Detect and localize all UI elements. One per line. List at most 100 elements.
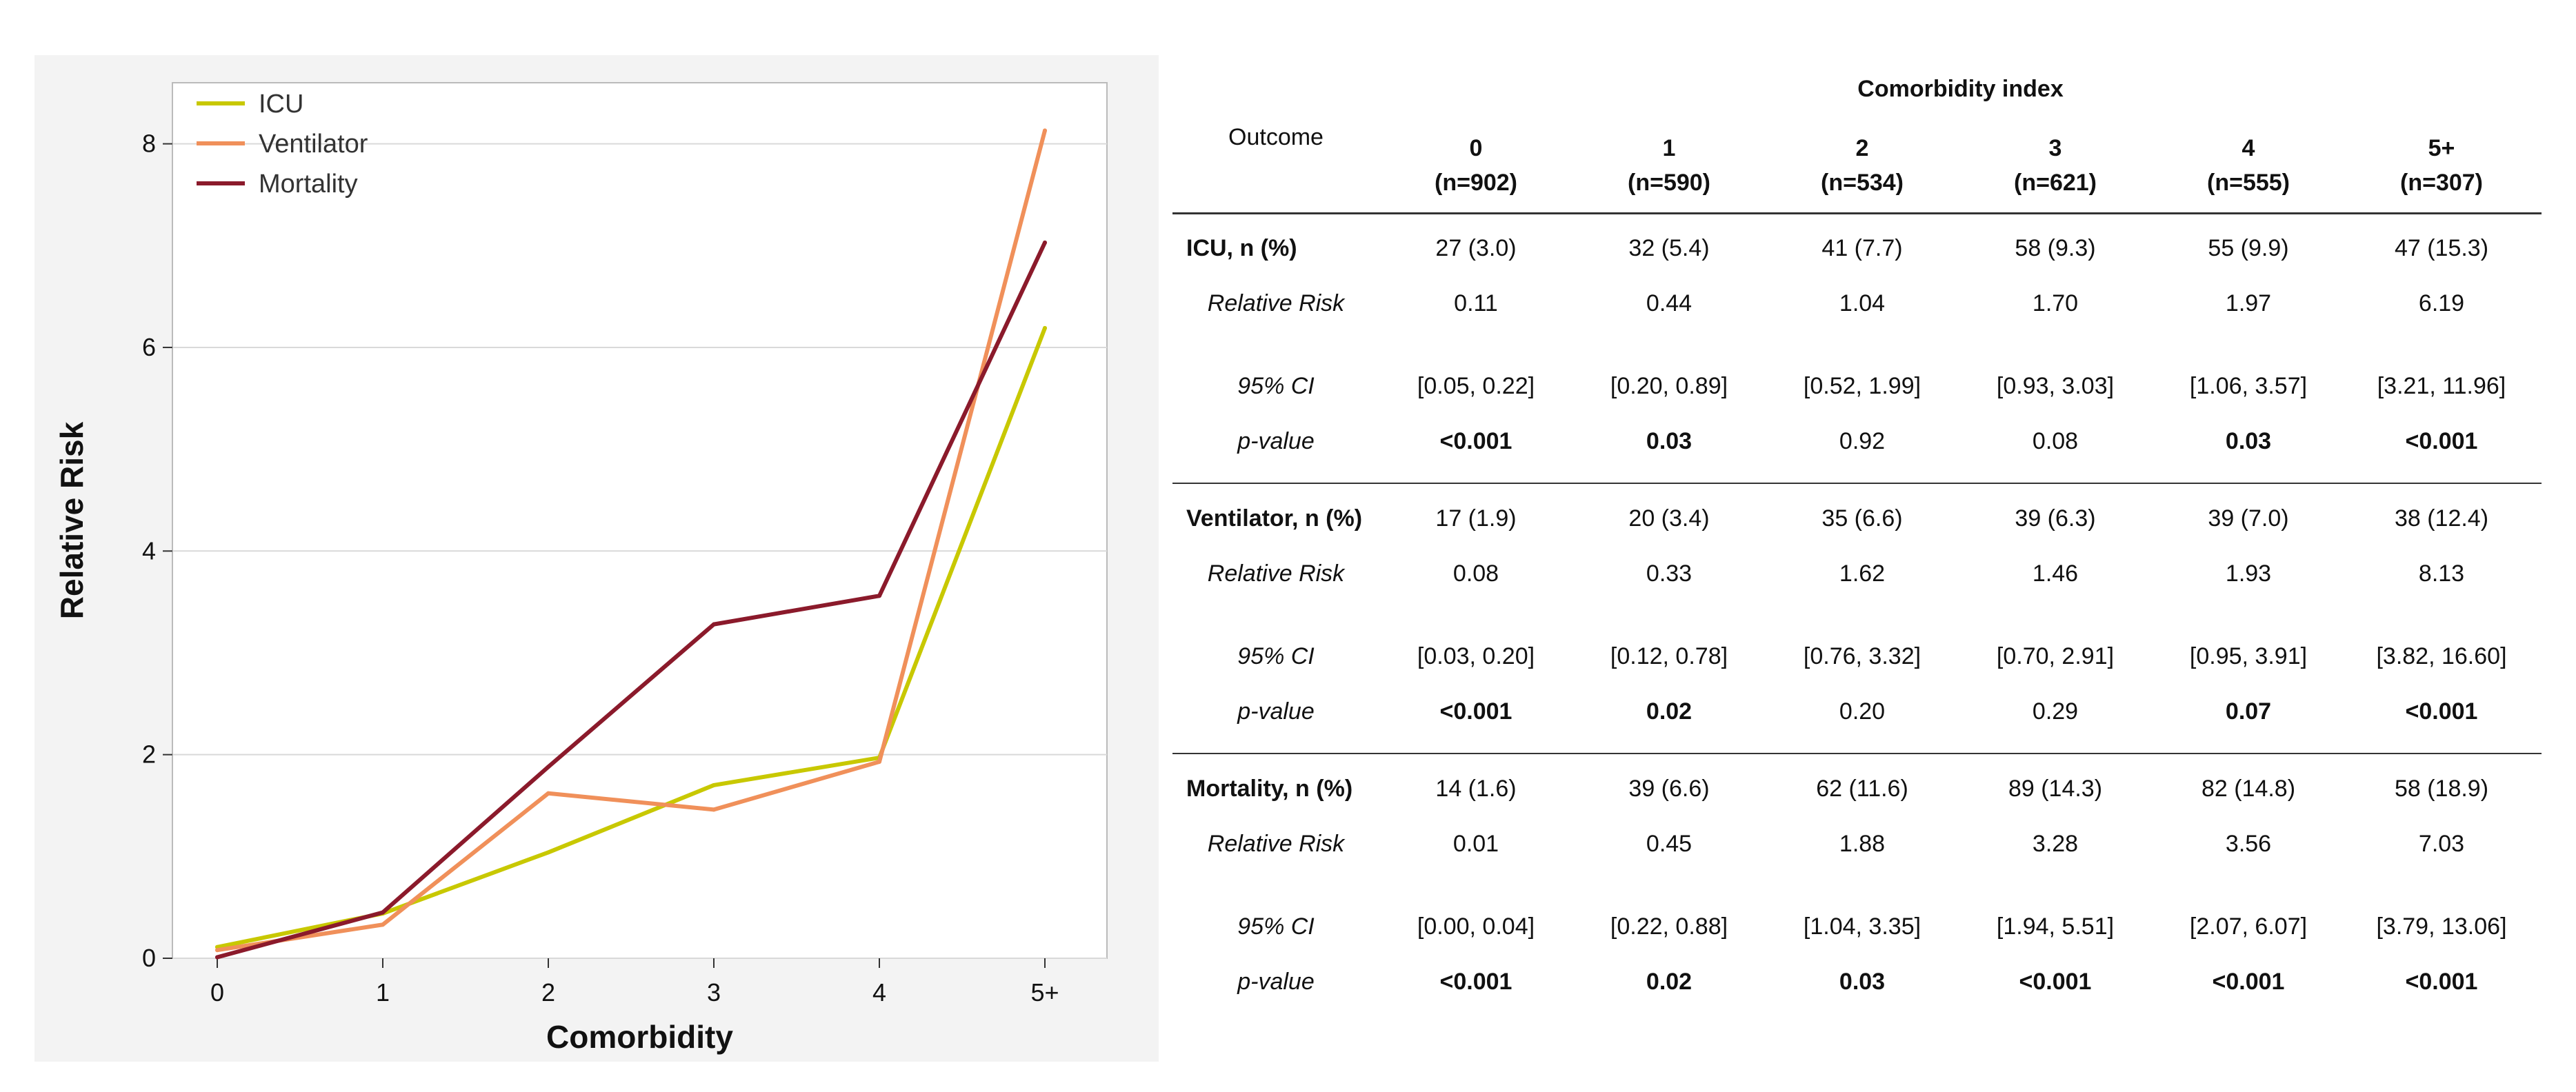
table-cell: 27 (3.0) bbox=[1435, 235, 1517, 261]
table-cell: <0.001 bbox=[2019, 969, 2092, 995]
column-index: 4 bbox=[2241, 135, 2255, 161]
table-cell: 0.11 bbox=[1454, 290, 1498, 316]
outcome-header: Outcome bbox=[1228, 124, 1324, 150]
column-header-2: 2 (n=534) bbox=[1773, 131, 1952, 200]
table-group-title: Comorbidity index bbox=[1857, 76, 2064, 102]
series-point-2-2 bbox=[546, 765, 550, 769]
table-cell: 0.08 bbox=[2032, 428, 2079, 454]
table-cell: 17 (1.9) bbox=[1435, 505, 1517, 532]
x-tick-label-3: 3 bbox=[707, 978, 721, 1007]
table-cell: 20 (3.4) bbox=[1628, 505, 1710, 532]
table-cell: 82 (14.8) bbox=[2201, 776, 2296, 802]
table-cell: [3.79, 13.06] bbox=[2376, 913, 2507, 940]
series-line-2 bbox=[215, 240, 1047, 960]
legend: ICU Ventilator Mortality bbox=[197, 90, 368, 199]
table-cell: 1.97 bbox=[2225, 290, 2272, 316]
table-cell: 32 (5.4) bbox=[1628, 235, 1710, 261]
table-cell: 0.29 bbox=[2032, 698, 2079, 725]
table-row-0-ci: 95% CI [0.05, 0.22] [0.20, 0.89] [0.52, 1.9… bbox=[1172, 365, 2542, 407]
column-n: (n=590) bbox=[1628, 170, 1710, 196]
row-label: Relative Risk bbox=[1207, 831, 1345, 857]
y-tick-label-1: 2 bbox=[142, 740, 156, 769]
table-cell: [0.93, 3.03] bbox=[1996, 373, 2115, 399]
table-cell: [1.94, 5.51] bbox=[1996, 913, 2115, 940]
column-header-0: 0 (n=902) bbox=[1386, 131, 1566, 200]
table-cell: 1.93 bbox=[2225, 560, 2272, 587]
table-row-1-p-value: p-value <0.001 0.02 0.20 0.29 0.07 <0.001 bbox=[1172, 691, 2542, 732]
table-cell: [0.70, 2.91] bbox=[1996, 643, 2115, 669]
table-row-1-counts: Ventilator, n (%) 17 (1.9) 20 (3.4) 35 (6.6… bbox=[1172, 498, 2542, 539]
table-cell: 1.62 bbox=[1839, 560, 1886, 587]
group-rule-1 bbox=[1172, 753, 2542, 754]
legend-label-2: Mortality bbox=[259, 170, 358, 199]
table-cell: 0.07 bbox=[2225, 698, 2272, 725]
row-label: Ventilator, n (%) bbox=[1186, 505, 1363, 532]
table-cell: 0.03 bbox=[2225, 428, 2272, 454]
y-tick-label-2: 4 bbox=[142, 536, 156, 565]
table-cell: 8.13 bbox=[2418, 560, 2465, 587]
column-n: (n=534) bbox=[1821, 170, 1904, 196]
table-cell: [0.12, 0.78] bbox=[1610, 643, 1728, 669]
series-point-1-2 bbox=[546, 791, 550, 796]
table-cell: 7.03 bbox=[2418, 831, 2465, 857]
series-line-1 bbox=[215, 128, 1047, 953]
table-cell: 38 (12.4) bbox=[2394, 505, 2489, 532]
table-row-0-counts: ICU, n (%) 27 (3.0) 32 (5.4) 41 (7.7) 58 (9.… bbox=[1172, 228, 2542, 269]
row-label: 95% CI bbox=[1237, 913, 1315, 940]
relative-risk-chart: 0 2 4 6 8 0 1 2 3 4 5+ Comorbidity Relative Risk ICU… bbox=[34, 55, 1159, 1062]
comorbidity-table: Comorbidity index Outcome ICU, n (%) 27 (… bbox=[1172, 69, 2542, 1075]
table-cell: 3.28 bbox=[2032, 831, 2079, 857]
row-label: p-value bbox=[1237, 698, 1315, 725]
table-cell: [3.21, 11.96] bbox=[2377, 373, 2506, 399]
y-tick-label-3: 6 bbox=[142, 333, 156, 361]
chart-canvas: 0 2 4 6 8 0 1 2 3 4 5+ Comorbidity Relative Risk ICU… bbox=[54, 82, 1108, 1055]
table-cell: 39 (6.3) bbox=[2015, 505, 2096, 532]
table-cell: 47 (15.3) bbox=[2394, 235, 2489, 261]
column-header-4: 4 (n=555) bbox=[2159, 131, 2338, 200]
table-cell: [0.05, 0.22] bbox=[1417, 373, 1535, 399]
x-tick-label-2: 2 bbox=[541, 978, 555, 1007]
table-cell: 0.02 bbox=[1646, 698, 1693, 725]
series-point-1-1 bbox=[381, 922, 385, 927]
column-header-1: 1 (n=590) bbox=[1579, 131, 1759, 200]
table-cell: 0.44 bbox=[1646, 290, 1693, 316]
series-point-2-1 bbox=[381, 910, 385, 915]
table-cell: [3.82, 16.60] bbox=[2376, 643, 2507, 669]
table-cell: 14 (1.6) bbox=[1435, 776, 1517, 802]
table-row-2-relative-risk: Relative Risk 0.01 0.45 1.88 3.28 3.56 7.03 bbox=[1172, 823, 2542, 865]
y-tick-label-4: 8 bbox=[142, 130, 156, 158]
column-index: 1 bbox=[1662, 135, 1676, 161]
row-label: Relative Risk bbox=[1207, 560, 1345, 587]
table-cell: <0.001 bbox=[1439, 969, 1512, 995]
table-cell: <0.001 bbox=[2405, 698, 2478, 725]
series-point-1-5 bbox=[1043, 128, 1047, 133]
table-cell: 0.45 bbox=[1646, 831, 1693, 857]
table-cell: 58 (9.3) bbox=[2015, 235, 2096, 261]
series-point-2-0 bbox=[215, 955, 219, 960]
table-cell: <0.001 bbox=[2405, 428, 2478, 454]
table-row-2-p-value: p-value <0.001 0.02 0.03 <0.001 <0.001 <0.001 bbox=[1172, 961, 2542, 1002]
row-label: Relative Risk bbox=[1207, 290, 1345, 316]
table-cell: [0.95, 3.91] bbox=[2189, 643, 2308, 669]
table-cell: 41 (7.7) bbox=[1821, 235, 1903, 261]
table-cell: [0.20, 0.89] bbox=[1610, 373, 1728, 399]
series-point-0-3 bbox=[712, 782, 716, 787]
group-rule-0 bbox=[1172, 483, 2542, 484]
series-point-2-5 bbox=[1043, 240, 1047, 245]
table-cell: 0.01 bbox=[1452, 831, 1499, 857]
y-tick-label-0: 0 bbox=[142, 944, 156, 972]
table-cell: <0.001 bbox=[1439, 428, 1512, 454]
grid-lines bbox=[172, 82, 1108, 959]
table-cell: 0.33 bbox=[1646, 560, 1693, 587]
table-row-0-p-value: p-value <0.001 0.03 0.92 0.08 0.03 <0.001 bbox=[1172, 421, 2542, 462]
table-cell: 1.88 bbox=[1839, 831, 1886, 857]
column-header-3: 3 (n=621) bbox=[1966, 131, 2145, 200]
table-cell: 58 (18.9) bbox=[2394, 776, 2489, 802]
table-cell: [0.52, 1.99] bbox=[1803, 373, 1921, 399]
column-index: 3 bbox=[2048, 135, 2062, 161]
row-label: 95% CI bbox=[1237, 373, 1315, 399]
x-tick-label-0: 0 bbox=[210, 978, 224, 1007]
column-header-5: 5+ (n=307) bbox=[2352, 131, 2531, 200]
series-point-2-4 bbox=[877, 594, 881, 598]
table-cell: [2.07, 6.07] bbox=[2189, 913, 2308, 940]
